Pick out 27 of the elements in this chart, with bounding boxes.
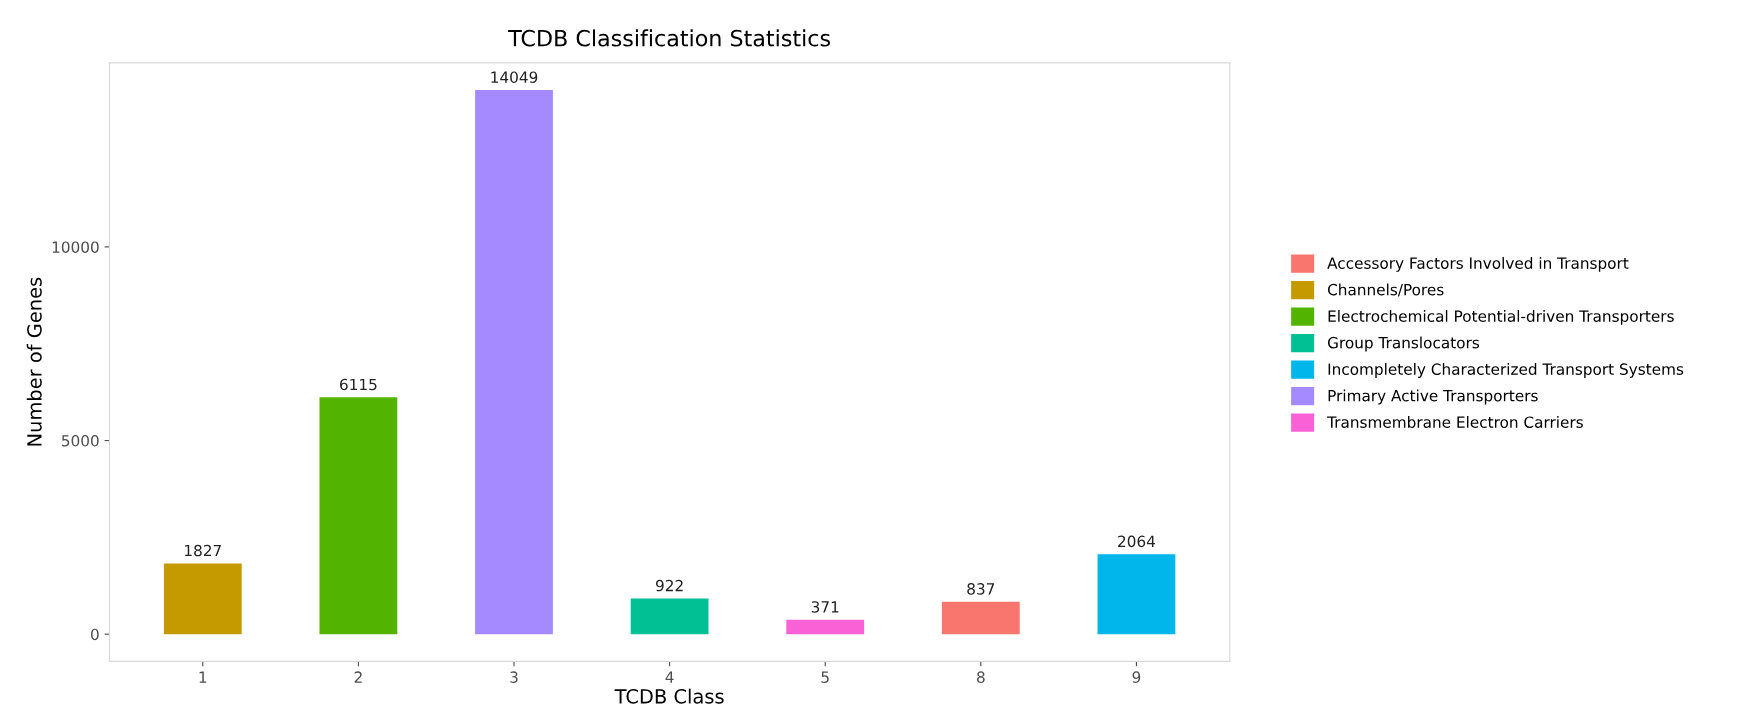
data-label: 922 [655,579,683,592]
y-tick-label: 5000 [62,435,99,447]
data-label: 837 [967,583,995,595]
y-tick-label: 0 [91,628,99,641]
legend-label: Group Translocators [1327,336,1480,352]
legend-label: Accessory Factors Involved in Transport [1327,257,1629,272]
x-tick-label: 8 [977,671,985,683]
legend-label: Primary Active Transporters [1328,389,1538,405]
y-tick-label: 10000 [52,241,99,253]
legend-label: Incompletely Characterized Transport Systems [1328,363,1684,378]
legend-label: Electrochemical Potential-driven Transporters [1328,310,1674,325]
x-tick-label: 3 [510,671,518,683]
x-tick-label: 5 [821,671,829,683]
data-label: 6115 [340,378,377,391]
data-label: 371 [811,601,839,613]
y-axis-title: Number of Genes [26,277,42,446]
x-tick-label: 4 [665,671,674,683]
data-label: 14049 [491,71,538,83]
x-tick-label: 1 [199,671,207,683]
legend-label: Transmembrane Electron Carriers [1327,416,1583,428]
x-tick-label: 2 [354,671,362,683]
data-label: 2064 [1118,535,1156,548]
x-axis-title: TCDB Class [614,688,724,704]
chart-title: TCDB Classification Statistics [508,29,830,47]
x-tick-label: 9 [1132,671,1141,683]
data-label: 1827 [185,544,221,557]
legend-label: Channels/Pores [1327,283,1444,297]
